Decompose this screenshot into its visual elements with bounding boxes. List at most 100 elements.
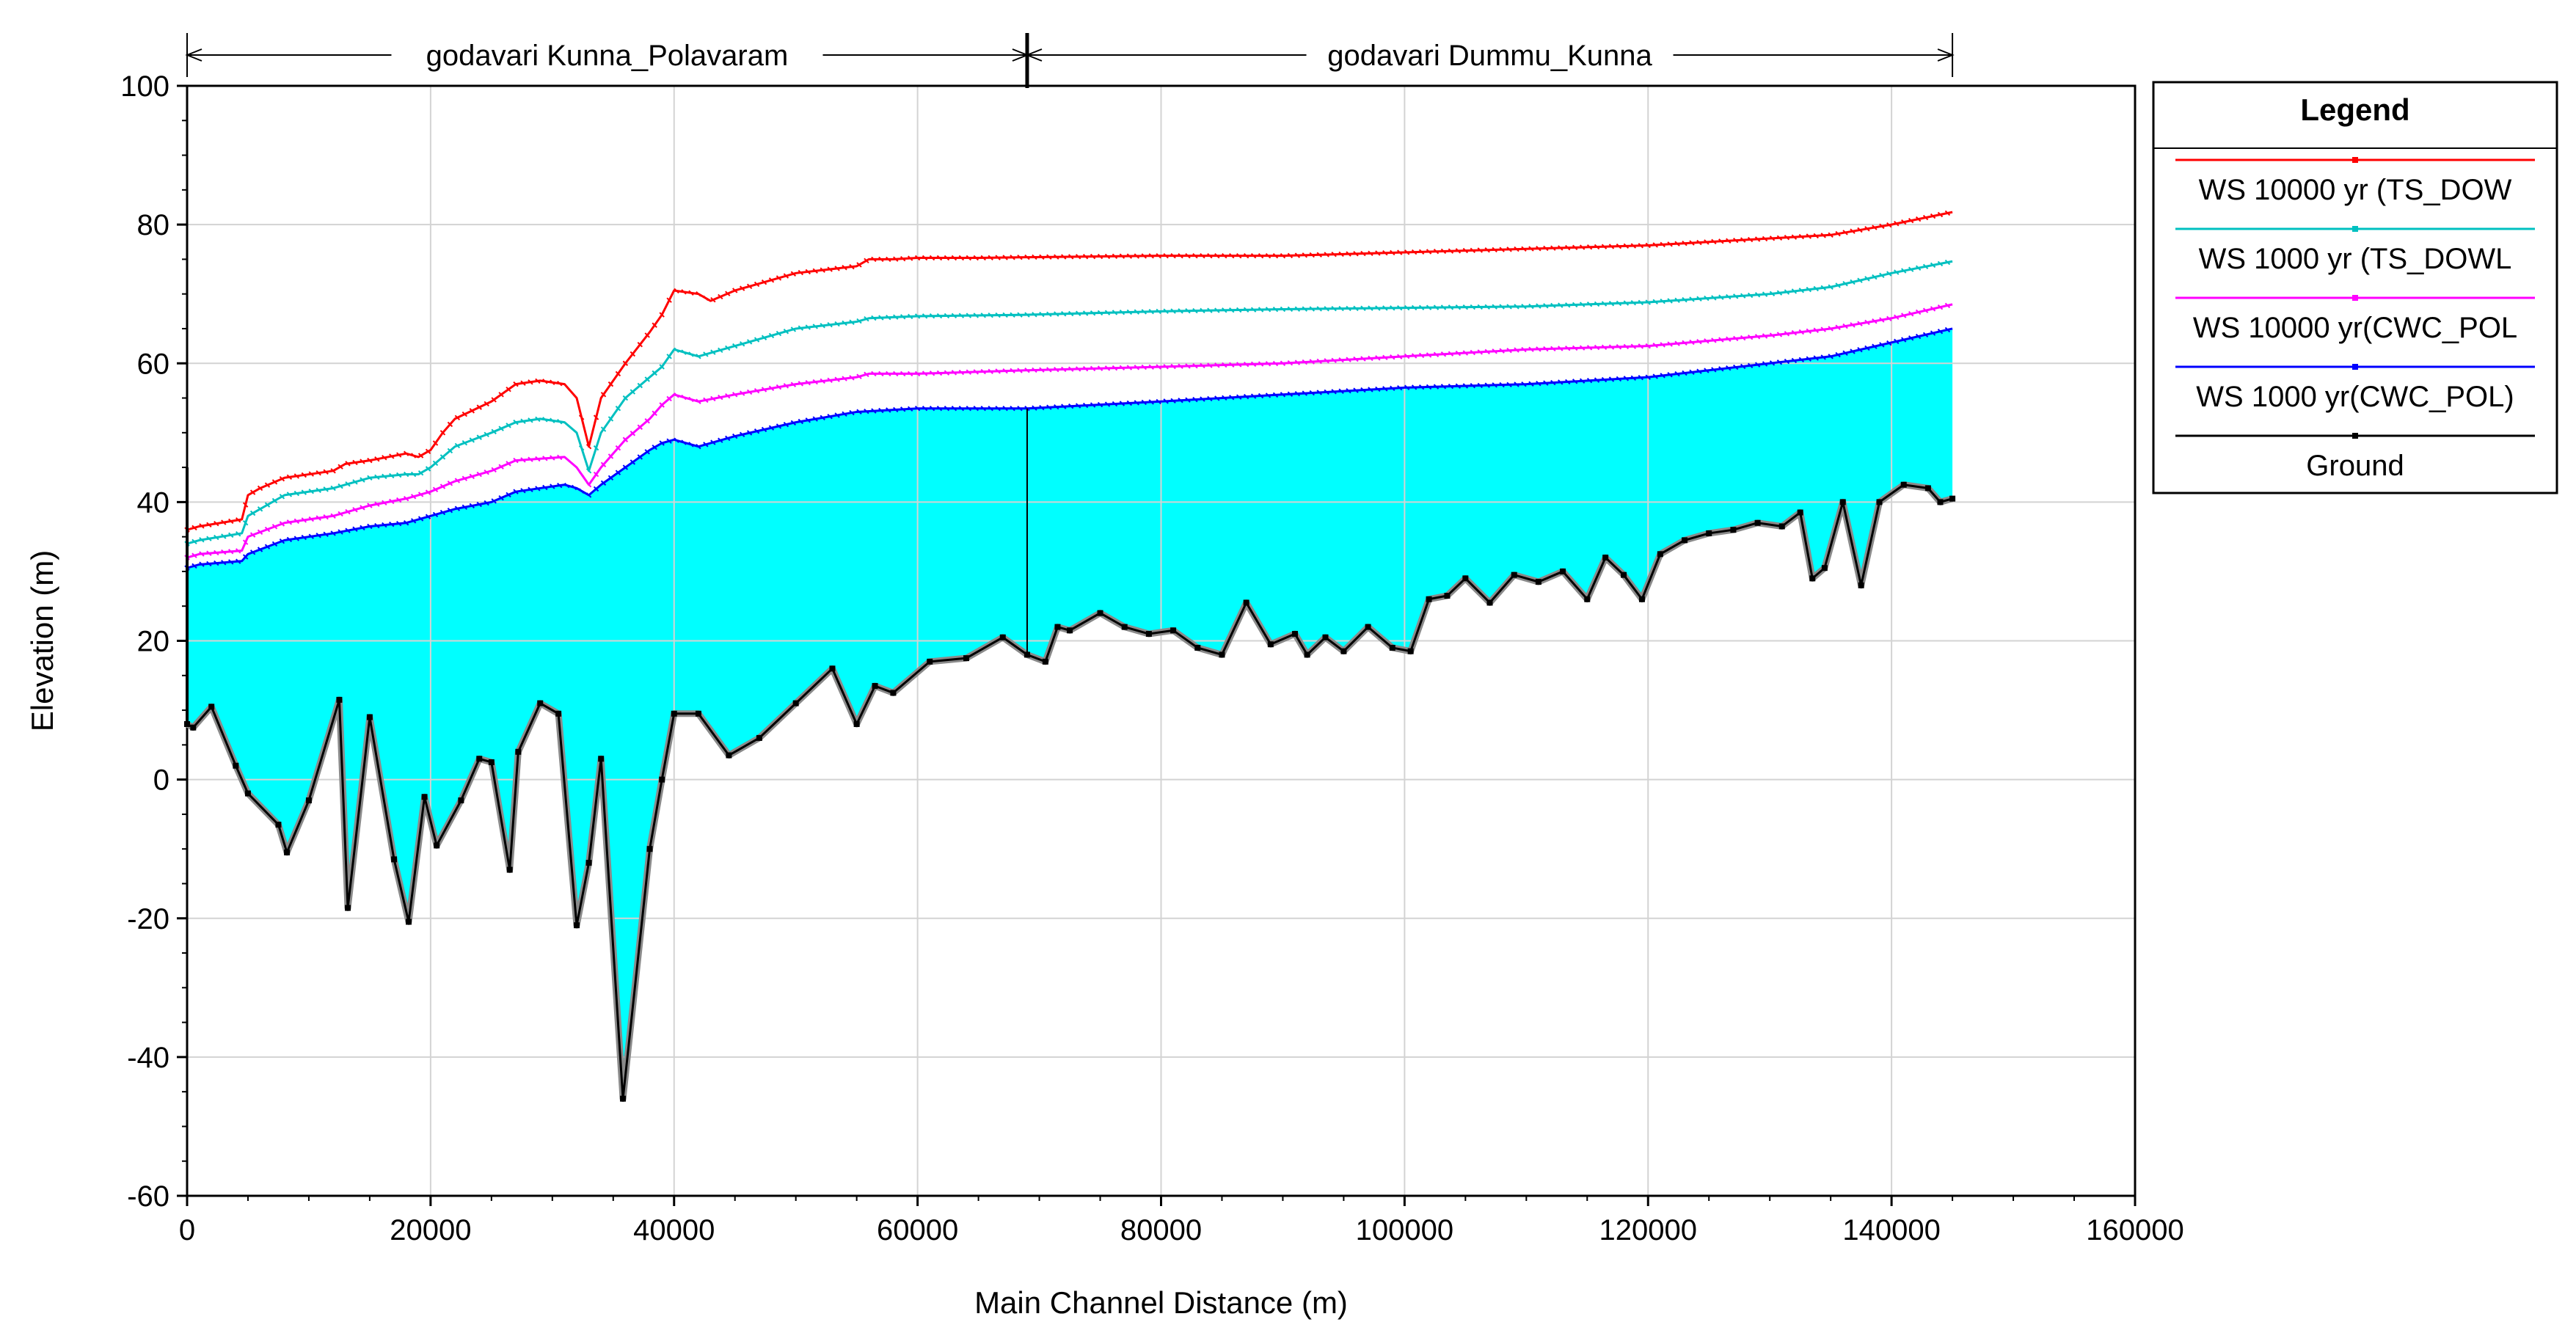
series-marker-1	[944, 313, 950, 319]
series-marker-0	[630, 351, 636, 357]
series-marker-1	[914, 313, 921, 319]
series-marker-2	[1857, 321, 1863, 326]
series-marker-2	[980, 368, 986, 375]
series-marker-2	[739, 390, 745, 396]
series-marker-0	[914, 255, 921, 261]
series-marker-2	[264, 526, 271, 533]
ground-point	[1407, 648, 1414, 654]
series-marker-2	[1426, 352, 1432, 358]
ground-point	[336, 696, 343, 703]
series-marker-3	[754, 428, 760, 434]
series-marker-0	[425, 448, 431, 455]
series-marker-3	[1046, 404, 1052, 410]
series-marker-1	[1776, 290, 1783, 296]
series-line-0	[186, 211, 1953, 531]
series-marker-1	[1440, 304, 1447, 310]
series-marker-1	[776, 330, 782, 337]
ground-point	[537, 700, 544, 706]
series-marker-0	[980, 255, 986, 261]
series-marker-1	[1280, 306, 1286, 313]
series-marker-2	[1309, 359, 1315, 365]
series-marker-3	[725, 435, 731, 442]
series-marker-3	[1353, 387, 1359, 393]
ground-point	[756, 734, 762, 741]
series-marker-3	[1704, 368, 1710, 373]
series-marker-3	[1222, 395, 1227, 401]
series-marker-0	[790, 271, 797, 277]
series-marker-0	[1696, 239, 1702, 246]
series-marker-2	[1484, 348, 1490, 355]
ground-point	[1638, 596, 1645, 602]
series-marker-0	[585, 444, 592, 450]
series-marker-3	[1250, 393, 1257, 399]
series-marker-1	[1754, 292, 1761, 298]
series-marker-2	[585, 482, 592, 488]
series-marker-0	[900, 255, 906, 262]
ground-point	[1511, 571, 1517, 578]
series-marker-3	[607, 475, 614, 481]
series-marker-1	[1054, 311, 1059, 317]
series-marker-0	[323, 469, 329, 475]
series-marker-3	[1411, 384, 1417, 390]
series-marker-1	[214, 534, 219, 541]
series-marker-0	[1287, 252, 1294, 259]
series-marker-0	[1667, 241, 1673, 247]
series-marker-0	[1032, 254, 1037, 260]
series-marker-2	[257, 529, 263, 536]
series-marker-3	[578, 488, 585, 494]
series-marker-0	[1411, 249, 1417, 255]
series-marker-0	[1440, 248, 1447, 255]
series-marker-3	[1346, 387, 1351, 394]
series-marker-1	[1375, 305, 1381, 311]
series-marker-2	[228, 549, 234, 555]
ground-point	[1322, 634, 1329, 640]
series-marker-3	[1630, 375, 1637, 381]
series-marker-3	[1382, 386, 1388, 392]
series-marker-3	[900, 406, 906, 412]
series-marker-0	[1426, 249, 1432, 255]
series-marker-1	[367, 475, 373, 481]
series-marker-0	[1558, 245, 1564, 251]
series-marker-0	[1250, 252, 1257, 259]
ground-point	[488, 759, 495, 765]
series-marker-3	[718, 437, 723, 443]
series-marker-0	[1740, 237, 1746, 243]
series-marker-1	[1390, 305, 1395, 311]
series-marker-0	[1156, 253, 1161, 259]
series-marker-2	[1689, 339, 1695, 346]
ground-point	[1584, 596, 1591, 602]
series-marker-3	[1200, 396, 1205, 402]
series-marker-3	[1616, 376, 1622, 382]
series-marker-2	[710, 395, 716, 402]
series-marker-1	[1156, 308, 1161, 315]
series-marker-1	[1426, 304, 1432, 310]
series-marker-3	[1528, 381, 1534, 387]
series-marker-3	[484, 500, 489, 506]
ground-point	[190, 724, 197, 731]
series-marker-1	[1112, 310, 1118, 315]
series-marker-1	[805, 324, 811, 330]
series-marker-0	[834, 266, 840, 271]
series-marker-1	[235, 531, 241, 537]
series-marker-3	[980, 406, 986, 412]
series-marker-3	[1390, 385, 1395, 391]
series-marker-0	[666, 297, 672, 303]
series-marker-1	[1915, 265, 1922, 271]
series-marker-0	[768, 277, 775, 283]
series-marker-0	[1806, 233, 1811, 239]
series-marker-1	[360, 477, 365, 483]
ground-point	[1682, 537, 1688, 544]
series-marker-1	[293, 490, 300, 497]
series-marker-1	[593, 445, 599, 451]
series-marker-0	[637, 342, 643, 348]
series-marker-0	[783, 273, 789, 279]
series-marker-3	[1944, 326, 1951, 333]
series-line-4	[186, 483, 1953, 1100]
series-marker-1	[607, 416, 614, 422]
series-marker-1	[1192, 307, 1198, 314]
series-marker-2	[199, 551, 205, 557]
series-marker-2	[1346, 357, 1351, 362]
series-marker-2	[469, 473, 475, 480]
series-marker-1	[988, 312, 993, 318]
series-marker-1	[1623, 300, 1630, 306]
